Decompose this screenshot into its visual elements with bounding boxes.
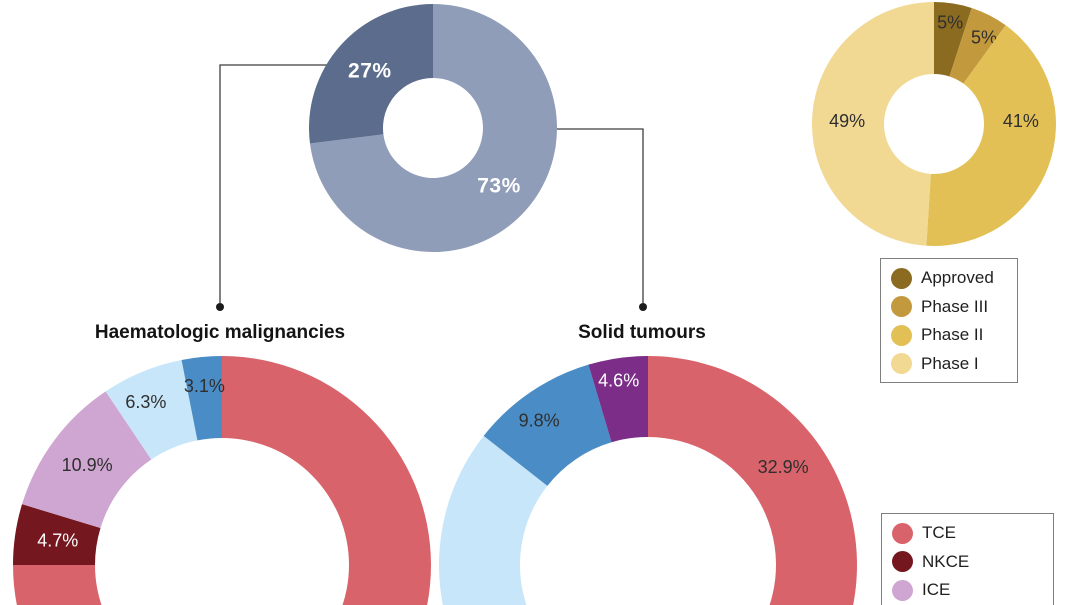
legend-color-swatch-icon xyxy=(892,551,913,573)
slice-unlabelled-blue-legend-entry-cut-off xyxy=(483,364,612,486)
donut-haematologic-malignancies: 4.7% 10.9% 6.3% 3.1% xyxy=(13,356,431,605)
legend-color-swatch-icon xyxy=(891,324,912,346)
slice-label-approved: 5% xyxy=(937,12,963,32)
legend-item-label: NKCE xyxy=(922,551,970,571)
donut-clinical-phase: 5% 5% 41% 49% xyxy=(811,2,1057,247)
connector-left-dot-icon xyxy=(216,303,224,311)
slice-label-unlabelled-blue-legend-entry-cut-off: 3.1% xyxy=(184,376,225,396)
slice-label-ice: 10.9% xyxy=(62,455,113,475)
slice-approved xyxy=(934,2,972,77)
legend-item-approved: Approved xyxy=(891,264,1017,293)
legend-color-swatch-icon xyxy=(892,579,913,601)
slice-solid-tumours-share xyxy=(309,3,558,252)
slice-label-solid-tumours-share: 73% xyxy=(477,175,521,198)
branch-label-haematologic: Haematologic malignancies xyxy=(94,322,346,343)
legend-color-swatch-icon xyxy=(892,522,913,544)
donut-solid-tumours: 32.9% 9.8% 4.6% xyxy=(439,356,857,605)
legend-item-label: ICE xyxy=(922,580,951,600)
legend-item-tce: TCE xyxy=(892,519,1053,548)
slice-unlabelled-blue-legend-entry-cut-off xyxy=(181,356,222,441)
legend-item-label: Phase III xyxy=(921,296,989,316)
legend-item-nkce: NKCE xyxy=(892,548,1053,577)
slice-haematologic-malignancies-share xyxy=(309,4,433,144)
slice-phase-i xyxy=(811,2,934,246)
slice-phase-ii xyxy=(926,25,1057,247)
branch-label-solid: Solid tumours xyxy=(578,322,706,343)
slice-label-unlabelled-light-blue-legend-entry-cut-off: 6.3% xyxy=(125,392,166,412)
connector-left-line xyxy=(219,64,327,303)
legend-item-label: TCE xyxy=(922,523,956,543)
legend-engager: TCE NKCE ICE xyxy=(881,513,1054,605)
legend-item-label: Phase II xyxy=(921,325,984,345)
legend-item-phase-ii: Phase II xyxy=(891,321,1017,350)
connector-right-line xyxy=(557,128,644,303)
legend-color-swatch-icon xyxy=(891,267,912,289)
slice-label-phase-iii: 5% xyxy=(971,27,997,47)
connector-left xyxy=(216,64,327,311)
slice-label-unlabelled-purple-legend-entry-cut-off: 4.6% xyxy=(598,370,639,390)
slice-label-phase-ii: 41% xyxy=(1003,111,1039,131)
slice-label-tce: 32.9% xyxy=(758,457,809,477)
slice-tce xyxy=(648,356,857,605)
legend-color-swatch-icon xyxy=(891,296,912,318)
slice-nkce xyxy=(13,504,101,565)
slice-phase-iii xyxy=(949,7,1006,84)
slice-tce xyxy=(13,356,431,605)
slice-label-phase-i: 49% xyxy=(829,111,865,131)
legend-phase: Approved Phase III Phase II Phase I xyxy=(880,258,1018,383)
legend-item-phase-iii: Phase III xyxy=(891,293,1017,322)
donut-charts-group: 73% 27% 5% 5% 41% 49% 4.7% 10.9% 6.3% 3.1% 32.9% 9.… xyxy=(13,2,1057,605)
donut-overall-split: 73% 27% xyxy=(309,3,558,252)
legend-item-ice: ICE xyxy=(892,576,1053,605)
slice-unlabelled-purple-legend-entry-cut-off xyxy=(588,356,648,443)
legend-item-label: Approved xyxy=(921,268,994,288)
slice-unlabelled-light-blue-legend-entry-cut-off xyxy=(439,435,548,605)
legend-item-label: Phase I xyxy=(921,353,979,373)
slice-label-unlabelled-blue-legend-entry-cut-off: 9.8% xyxy=(519,410,560,430)
legend-color-swatch-icon xyxy=(891,353,912,375)
slice-ice xyxy=(22,391,152,529)
legend-item-phase-i: Phase I xyxy=(891,350,1017,379)
slice-unlabelled-light-blue-legend-entry-cut-off xyxy=(105,359,198,460)
connector-right-dot-icon xyxy=(639,303,647,311)
slice-label-haematologic-malignancies-share: 27% xyxy=(348,60,392,83)
connector-right xyxy=(557,128,647,311)
slice-label-nkce: 4.7% xyxy=(37,531,78,551)
